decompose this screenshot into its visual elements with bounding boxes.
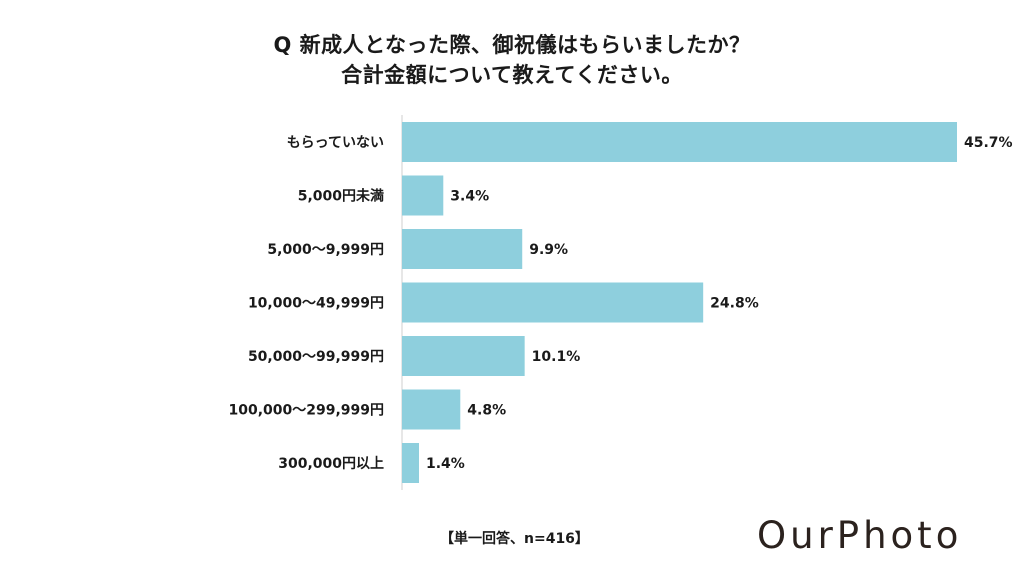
category-label: 10,000～49,999円	[248, 296, 384, 312]
value-label: 3.4%	[450, 189, 489, 205]
category-label: 5,000円未満	[298, 188, 384, 205]
title-line-2: 合計金額について教えてください。	[341, 63, 683, 87]
category-label: 50,000～99,999円	[248, 349, 384, 365]
category-label: 5,000～9,999円	[267, 242, 384, 258]
value-label: 10.1%	[532, 349, 581, 365]
title-line-1: Q 新成人となった際、御祝儀はもらいましたか？	[273, 33, 751, 57]
bar	[402, 336, 525, 376]
category-label: もらっていない	[287, 135, 384, 151]
bar	[402, 443, 420, 483]
value-label: 9.9%	[529, 242, 568, 258]
ourphoto-logo: OurPhoto	[757, 514, 963, 557]
bars-layer: もらっていない 45.7% 5,000円未満 3.4% 5,000～9,999円 9.9%…	[228, 122, 1013, 483]
bar	[402, 389, 461, 430]
chart-title: Q 新成人となった際、御祝儀はもらいましたか？ 合計金額について教えてください。	[0, 30, 1024, 90]
value-label: 1.4%	[426, 456, 465, 472]
bar	[402, 282, 704, 323]
value-label: 45.7%	[964, 135, 1013, 151]
bar	[402, 229, 523, 269]
value-label: 4.8%	[467, 403, 506, 419]
category-label: 100,000～299,999円	[228, 403, 384, 419]
category-label: 300,000円以上	[278, 456, 384, 472]
sample-size-note: 【単一回答、n=416】	[440, 531, 589, 547]
value-label: 24.8%	[710, 296, 759, 312]
bar	[402, 122, 957, 162]
bar	[402, 175, 444, 216]
